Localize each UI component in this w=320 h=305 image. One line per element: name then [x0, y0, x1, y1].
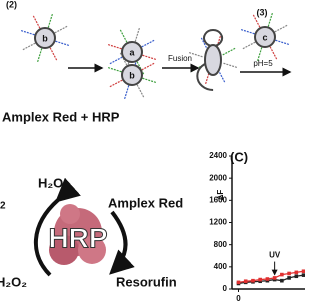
dna-strand — [217, 69, 226, 84]
step-label: (2) — [6, 0, 17, 9]
dna-strand — [269, 46, 278, 61]
fused-particle — [204, 44, 222, 76]
data-point — [258, 277, 262, 282]
y-tick-label: 400 — [214, 262, 228, 271]
ph-label: pH=5 — [253, 59, 273, 68]
dna-strand — [241, 41, 256, 50]
cropped-label: 2 — [0, 201, 6, 212]
dna-strand — [21, 42, 36, 51]
dna-strand — [275, 39, 291, 46]
particle — [121, 64, 143, 86]
dna-strand — [204, 70, 211, 86]
data-point — [294, 274, 299, 279]
dna-strand — [256, 47, 263, 63]
particle-label: a — [129, 47, 135, 57]
dna-strand — [215, 34, 222, 50]
data-point — [272, 276, 277, 280]
dna-strand — [123, 85, 130, 101]
dna-strand — [106, 66, 122, 73]
dna-strand — [49, 47, 58, 62]
dna-strand — [142, 54, 158, 61]
dna-strand — [222, 47, 237, 56]
x-tick-label: 0 — [236, 294, 241, 303]
enzyme-label: HRP — [48, 222, 107, 253]
arrow — [34, 177, 81, 277]
dna-strand — [54, 25, 69, 34]
dna-strand — [141, 62, 156, 71]
data-point — [265, 277, 270, 281]
chart: 04008001200160020002400010UV — [209, 151, 305, 303]
data-point — [280, 278, 284, 283]
data-point — [243, 279, 248, 284]
product-label: H₂O — [38, 175, 63, 190]
dna-strand — [239, 28, 255, 35]
data-point — [236, 280, 241, 285]
panel-label: (C) — [230, 149, 248, 164]
y-tick-label: 2400 — [209, 151, 227, 160]
dna-strand — [274, 24, 289, 33]
particle-label: b — [129, 70, 135, 80]
data-point — [287, 271, 291, 276]
dna-strand — [55, 40, 71, 47]
dna-strand — [108, 79, 123, 88]
particle-label: b — [42, 33, 48, 43]
dna-strand — [252, 13, 261, 28]
y-axis-label: ΔF — [216, 190, 225, 201]
y-tick-label: 1200 — [209, 218, 227, 227]
dna-strand — [134, 26, 141, 42]
dna-strand — [136, 84, 145, 99]
y-tick-label: 800 — [214, 240, 228, 249]
dna-strand — [142, 77, 158, 84]
fusion-label: Fusion — [168, 54, 192, 63]
data-point — [301, 273, 305, 277]
dna-strand — [267, 11, 274, 27]
data-point — [280, 272, 284, 277]
enzyme-blob — [49, 204, 106, 265]
reactant-label: H₂O₂ — [0, 274, 27, 289]
dna-strand — [119, 28, 128, 43]
page: (2) b a b Fusion (3) c pH=5 Amplex Red +… — [0, 0, 305, 305]
dna-strands — [19, 11, 291, 101]
dna-strand — [36, 48, 43, 64]
particle — [121, 41, 143, 63]
y-tick-label: 0 — [223, 284, 228, 293]
data-point — [287, 276, 291, 280]
arrow — [109, 210, 135, 275]
dna-strand — [223, 62, 239, 69]
particle-label: c — [262, 32, 267, 42]
data-point — [251, 278, 255, 283]
dna-strand — [141, 39, 156, 48]
particle — [254, 26, 276, 48]
y-tick-label: 2000 — [209, 173, 227, 182]
particle — [34, 27, 56, 49]
figure: (2) b a b Fusion (3) c pH=5 Amplex Red +… — [0, 0, 305, 303]
step-label: (3) — [257, 7, 268, 17]
dna-strand — [187, 51, 203, 58]
data-point — [301, 269, 305, 274]
dna-strand — [32, 14, 41, 29]
data-point — [294, 270, 299, 275]
dna-strand — [200, 36, 209, 51]
dna-strand — [106, 43, 122, 50]
product-label: Resorufin — [116, 274, 177, 289]
dna-strand — [47, 12, 54, 28]
dna-strand — [108, 56, 123, 65]
section-title: Amplex Red + HRP — [2, 109, 120, 124]
annotation: UV — [269, 251, 281, 260]
y-tick-label: 1600 — [209, 195, 227, 204]
substrate-label: Amplex Red — [108, 195, 183, 210]
dna-strand — [19, 29, 35, 36]
